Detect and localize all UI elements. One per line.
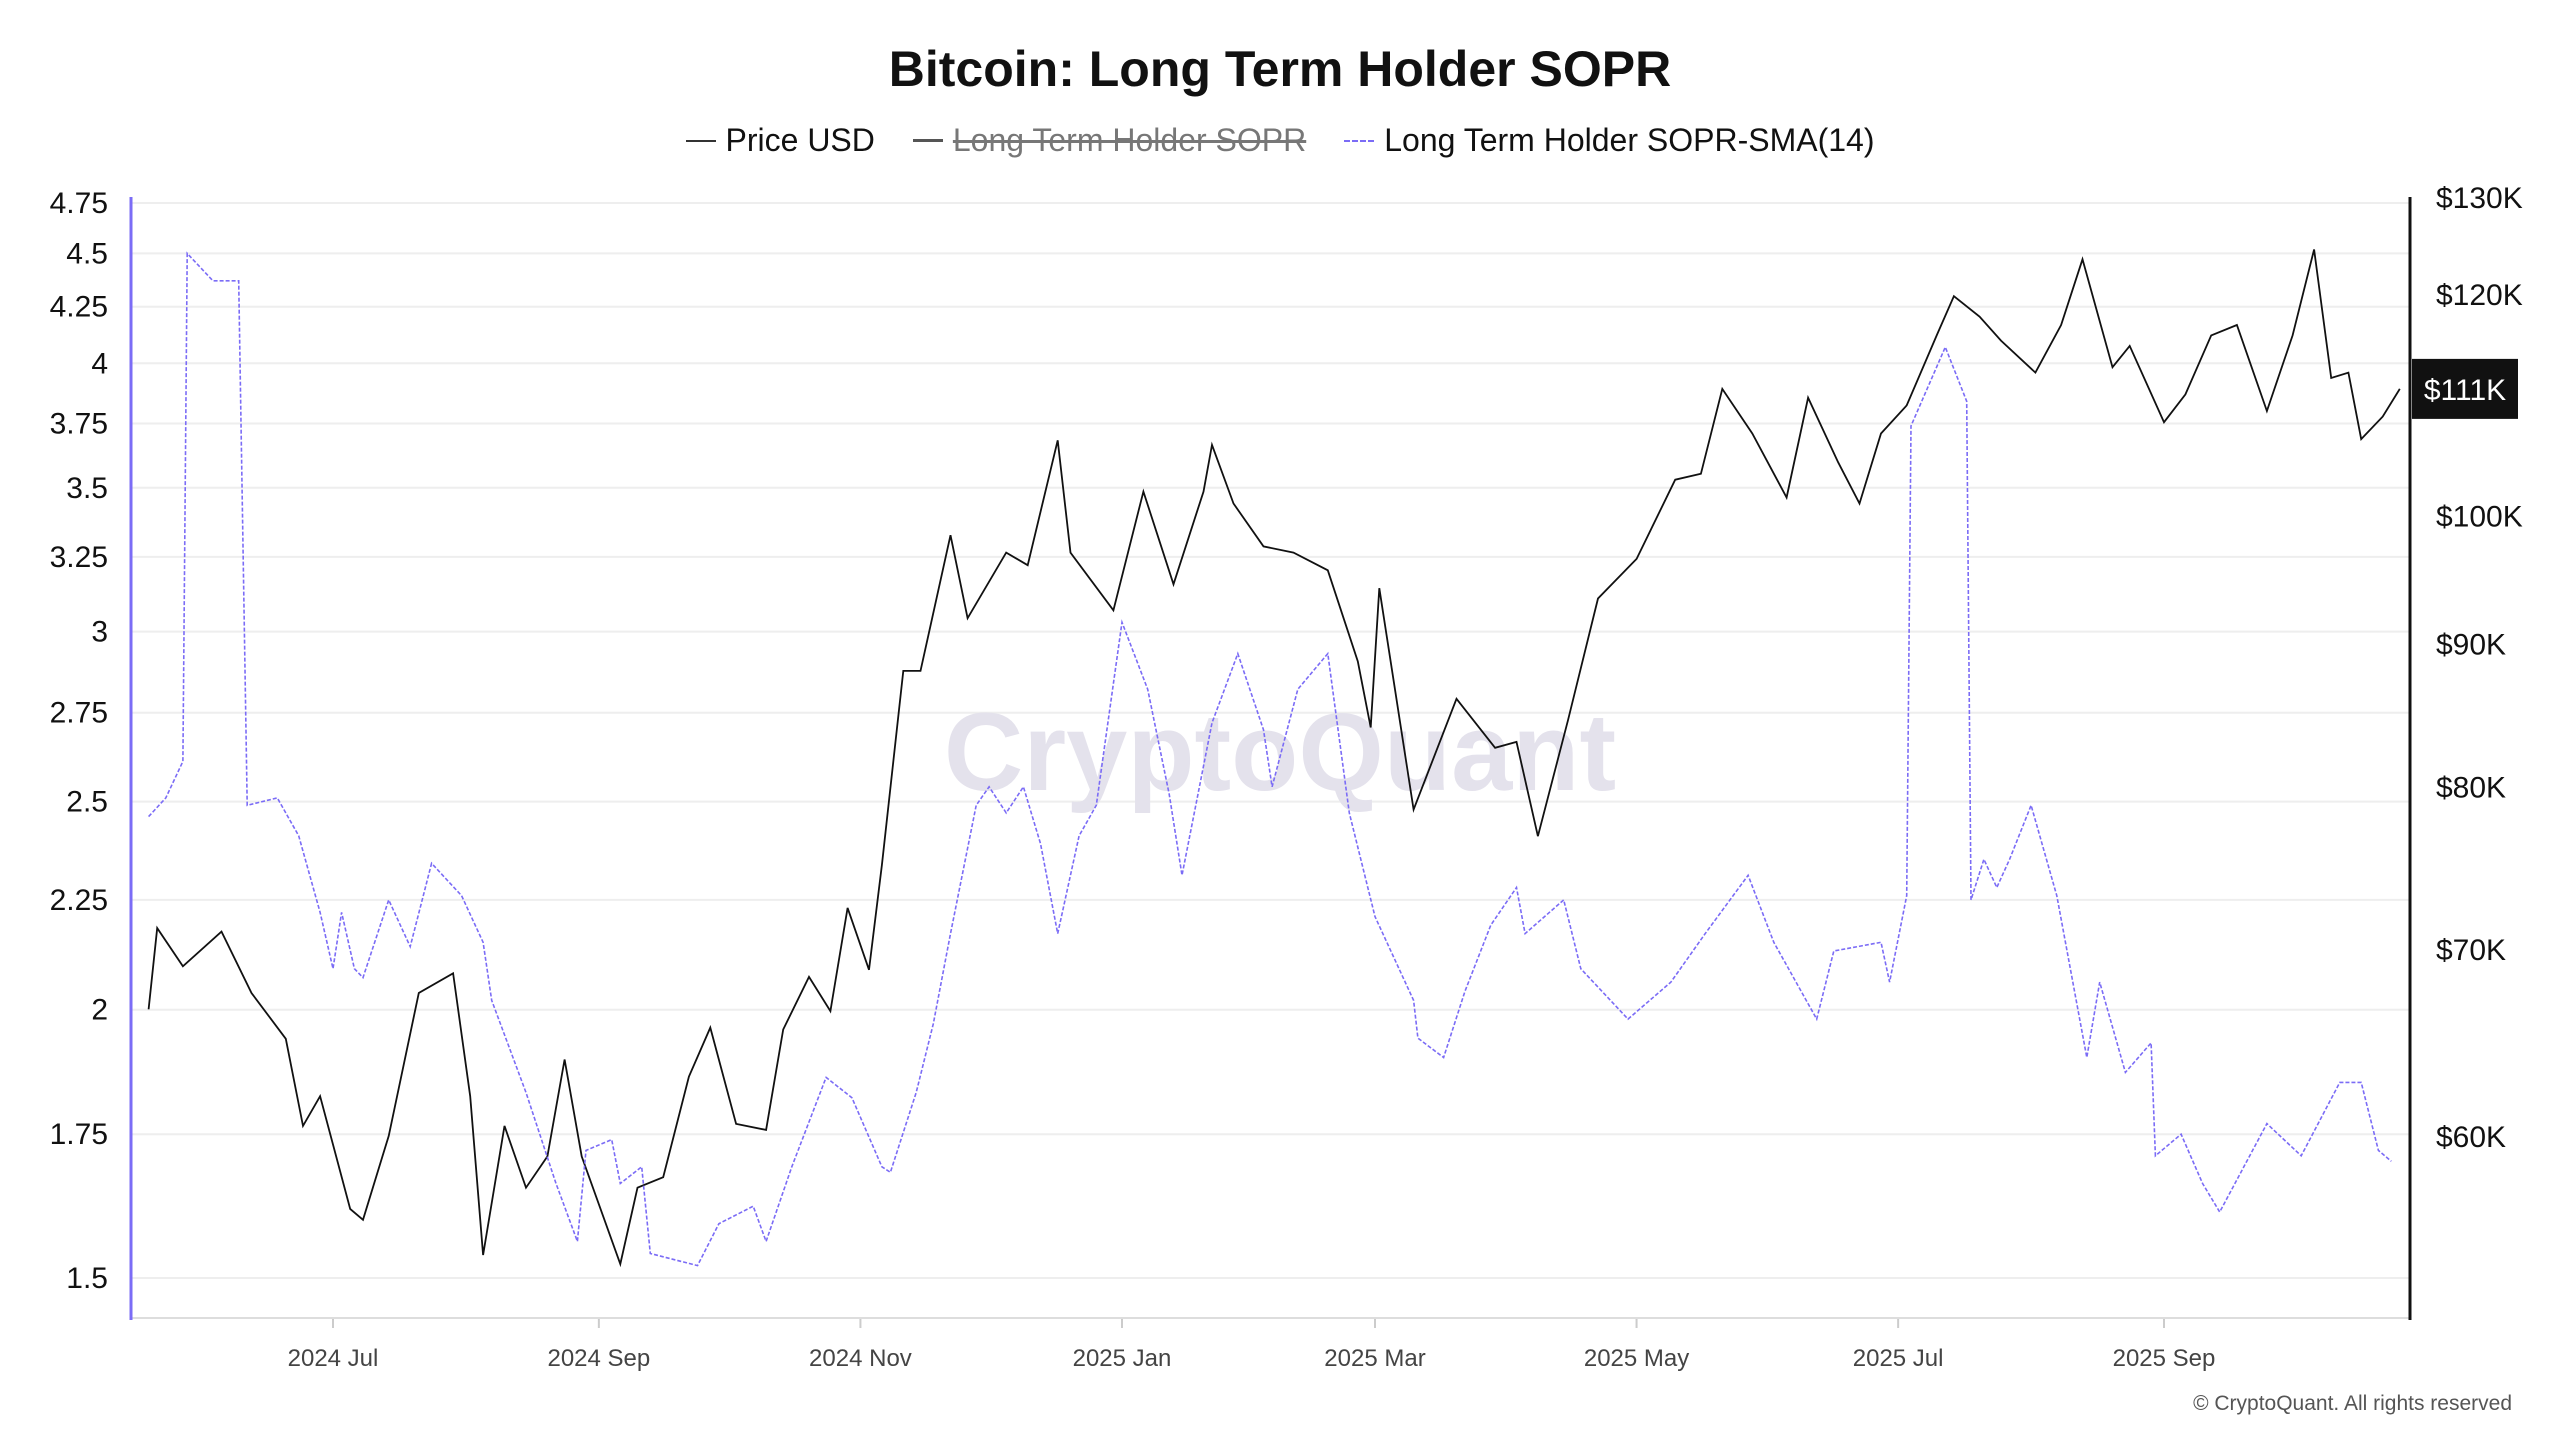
- legend-item-price[interactable]: Price USD: [685, 122, 875, 159]
- legend-swatch-lth-sopr: [912, 139, 943, 142]
- x-axis-tick-label: 2025 Sep: [2113, 1345, 2216, 1372]
- x-axis-tick-label: 2025 May: [1584, 1345, 1689, 1372]
- left-axis-tick-label: 1.5: [66, 1262, 108, 1295]
- current-price-label: $111K: [2424, 374, 2506, 407]
- x-axis-tick-label: 2024 Jul: [288, 1345, 379, 1372]
- left-axis-tick-label: 4.25: [50, 291, 108, 324]
- x-axis-tick-label: 2025 Jan: [1073, 1345, 1172, 1372]
- left-axis-tick-label: 2: [91, 994, 108, 1027]
- chart-title: Bitcoin: Long Term Holder SOPR: [888, 41, 1672, 97]
- legend-item-lth-sopr[interactable]: Long Term Holder SOPR: [912, 122, 1307, 159]
- legend-label-price: Price USD: [725, 122, 875, 158]
- current-price-tag: [2412, 358, 2518, 419]
- left-axis-tick-label: 2.75: [50, 697, 108, 730]
- legend-item-lth-sopr-sma[interactable]: Long Term Holder SOPR-SMA(14): [1344, 122, 1874, 159]
- legend-label-lth-sopr-sma: Long Term Holder SOPR-SMA(14): [1384, 122, 1875, 158]
- legend: Price USD Long Term Holder SOPR Long Ter…: [0, 122, 2560, 159]
- left-axis-tick-label: 4.5: [66, 237, 108, 270]
- right-axis-tick-label: $130K: [2436, 182, 2523, 215]
- watermark: CryptoQuant: [944, 691, 1616, 814]
- left-axis-tick-label: 3.5: [66, 472, 108, 505]
- left-axis-tick-label: 3.25: [50, 541, 108, 574]
- right-axis-tick-label: $70K: [2436, 934, 2506, 967]
- x-axis-tick-label: 2024 Nov: [809, 1345, 912, 1372]
- left-axis-tick-label: 2.5: [66, 786, 108, 819]
- legend-swatch-lth-sopr-sma: [1344, 139, 1375, 142]
- right-axis-tick-label: $90K: [2436, 629, 2506, 662]
- x-axis-tick-label: 2025 Jul: [1853, 1345, 1944, 1372]
- left-axis-tick-label: 4.75: [50, 187, 108, 220]
- left-axis-tick-label: 1.75: [50, 1118, 108, 1151]
- left-axis-tick-label: 3.75: [50, 407, 108, 440]
- right-axis-tick-label: $120K: [2436, 279, 2523, 312]
- left-axis-tick-label: 3: [91, 616, 108, 649]
- copyright-footer: © CryptoQuant. All rights reserved: [2193, 1392, 2512, 1415]
- series-line-price: [147, 249, 2401, 1268]
- left-axis-tick-label: 2.25: [50, 884, 108, 917]
- left-axis-tick-label: 4: [91, 347, 108, 380]
- legend-swatch-price: [685, 139, 716, 142]
- right-axis-tick-label: $80K: [2436, 772, 2506, 805]
- legend-label-lth-sopr: Long Term Holder SOPR: [952, 122, 1307, 158]
- right-axis-tick-label: $60K: [2436, 1121, 2506, 1154]
- x-axis-tick-label: 2024 Sep: [547, 1345, 650, 1372]
- right-axis-tick-label: $100K: [2436, 501, 2523, 534]
- x-axis-tick-label: 2025 Mar: [1324, 1345, 1425, 1372]
